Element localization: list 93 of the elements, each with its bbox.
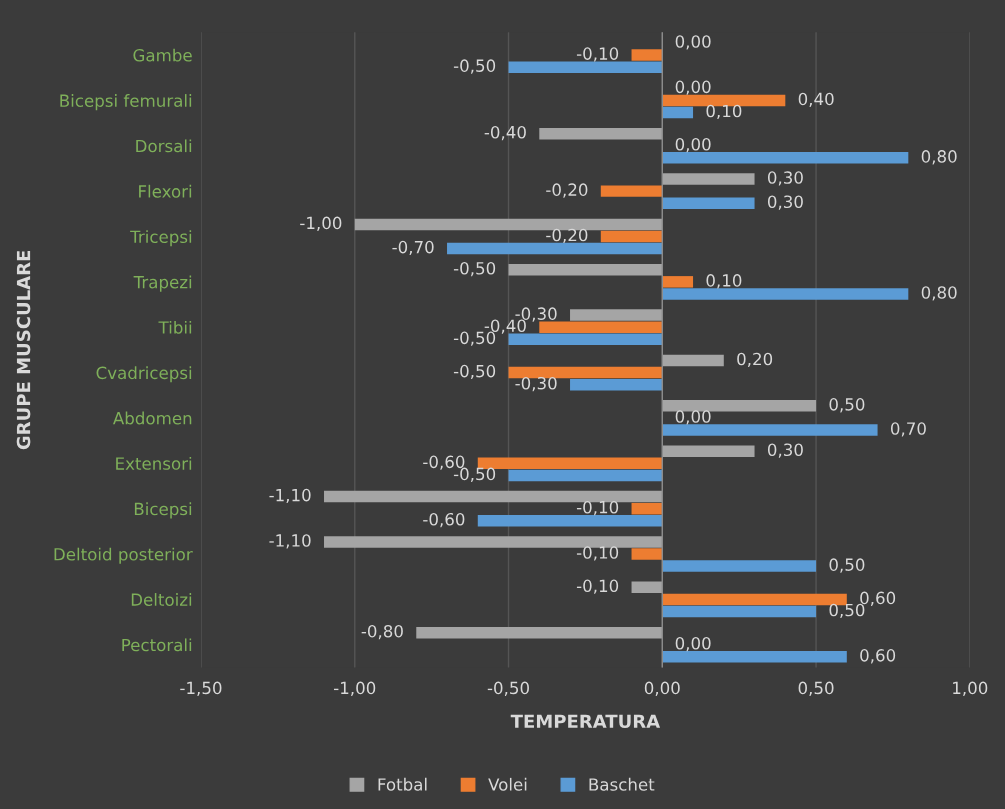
data-label: -0,40 [484, 125, 526, 141]
bar [508, 469, 663, 482]
y-tick-label: Bicepsi [134, 502, 192, 519]
bar [631, 581, 663, 594]
y-tick-label: Bicepsi femurali [60, 94, 192, 111]
data-label: 0,00 [675, 137, 711, 153]
legend-label: Baschet [589, 777, 655, 791]
x-tick-label: -0,50 [487, 681, 529, 696]
bar [631, 502, 663, 515]
bar [662, 276, 694, 288]
bar [662, 197, 755, 209]
data-label: -0,20 [546, 228, 588, 244]
data-label: -0,20 [546, 183, 588, 198]
data-label: -1,10 [269, 488, 311, 504]
y-tick-label: Deltoizi [131, 593, 192, 606]
bar [662, 288, 909, 300]
y-tick-label: Trapezi [133, 275, 192, 292]
data-label: -1,10 [269, 534, 311, 549]
x-axis-title: TEMPERATURA [510, 714, 661, 729]
legend-label: Volei [488, 777, 527, 791]
bar [662, 560, 817, 572]
x-tick-label: -1,50 [180, 681, 222, 696]
y-tick-label: Dorsali [136, 139, 192, 153]
y-tick-label: Flexori [139, 184, 192, 198]
data-label: 0,70 [890, 422, 926, 437]
data-label: 0,50 [829, 398, 865, 413]
y-tick-label: Deltoid posterior [54, 547, 193, 564]
bar [324, 536, 663, 548]
bar [600, 185, 663, 197]
data-label: -0,50 [453, 59, 496, 74]
data-label: -0,10 [576, 500, 619, 516]
y-tick-label: Tibii [158, 320, 192, 334]
bar [662, 152, 909, 164]
data-label: -0,10 [576, 579, 619, 594]
bar [662, 173, 755, 185]
x-tick-label: 0,00 [644, 681, 680, 696]
data-label: -0,50 [453, 261, 496, 277]
data-label: -0,60 [423, 512, 465, 528]
data-label: 0,80 [921, 150, 957, 165]
data-label: 0,00 [675, 410, 711, 425]
y-tick-label: Gambe [133, 48, 192, 62]
data-label: 0,80 [921, 286, 957, 301]
data-label: 0,00 [675, 80, 711, 95]
bar [662, 424, 878, 436]
y-axis-title: GRUPE MUSCULARE [16, 250, 31, 450]
x-tick-label: -1,00 [334, 681, 376, 696]
x-tick-label: 1,00 [953, 681, 988, 696]
data-label: -0,70 [392, 240, 434, 256]
data-label: 0,00 [675, 35, 711, 50]
bar [662, 445, 755, 457]
data-label: -0,10 [576, 546, 619, 561]
bar [508, 366, 663, 379]
bar [508, 333, 663, 346]
data-label: 0,60 [860, 649, 896, 664]
data-label: 0,30 [767, 171, 803, 186]
bar [416, 626, 663, 639]
bar [539, 127, 663, 140]
data-label: 0,20 [737, 352, 773, 368]
bar [508, 61, 663, 73]
data-label: 0,50 [829, 558, 865, 573]
data-label: 0,40 [798, 92, 834, 107]
bar [662, 605, 817, 618]
x-tick-label: 0,50 [798, 681, 834, 696]
data-label: -1,00 [300, 216, 342, 231]
data-label: 0,30 [767, 195, 803, 210]
data-label: -0,80 [361, 624, 403, 640]
bar [662, 106, 694, 119]
y-tick-label: Cvadricepsi [96, 366, 192, 383]
y-tick-label: Pectorali [122, 638, 192, 652]
data-label: -0,30 [515, 376, 557, 392]
bar [324, 490, 663, 503]
bar [631, 49, 663, 61]
y-tick-label: Tricepsi [130, 230, 192, 247]
bar [662, 651, 847, 663]
bar [662, 354, 724, 367]
y-tick-label: Abdomen [112, 411, 192, 425]
data-label: 0,30 [767, 443, 803, 458]
bar [508, 264, 663, 276]
bar [477, 515, 663, 527]
data-label: -0,10 [576, 47, 619, 62]
bar [631, 548, 663, 560]
bar [662, 400, 817, 412]
y-tick-label: Extensori [116, 456, 192, 470]
legend-label: Fotbal [378, 777, 427, 791]
data-label: 0,00 [675, 636, 711, 652]
bar [600, 230, 663, 243]
bar [539, 321, 663, 333]
data-label: -0,50 [453, 364, 496, 380]
bar [570, 378, 663, 391]
bar [570, 309, 663, 321]
data-label: 0,10 [706, 104, 742, 120]
bar [447, 242, 663, 255]
data-label: 0,10 [706, 274, 742, 289]
